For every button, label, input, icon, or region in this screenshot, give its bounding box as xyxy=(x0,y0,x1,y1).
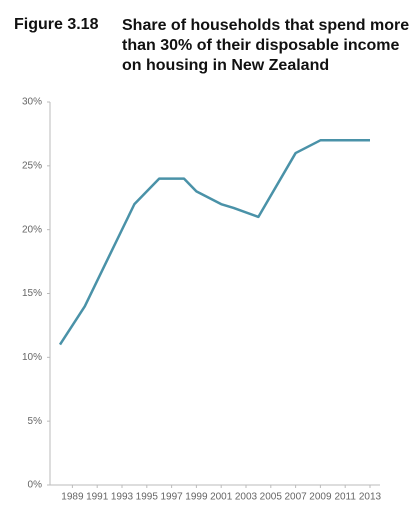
data-line xyxy=(58,139,370,346)
x-tick-label: 2005 xyxy=(260,492,283,503)
chart-title: Share of households that spend more than… xyxy=(122,17,410,74)
x-tick-label: 2009 xyxy=(309,492,332,503)
x-tick-label: 1993 xyxy=(111,492,134,503)
figure-label: Figure 3.18 xyxy=(14,16,99,33)
y-tick-label: 10% xyxy=(22,352,42,363)
y-tick-label: 15% xyxy=(22,288,42,299)
y-tick-label: 5% xyxy=(28,416,43,427)
x-tick-label: 2011 xyxy=(334,492,356,503)
y-tick-label: 30% xyxy=(22,97,42,108)
y-tick-label: 20% xyxy=(22,224,42,235)
y-tick-label: 0% xyxy=(28,480,43,491)
y-tick-label: 25% xyxy=(22,160,42,171)
x-tick-label: 2007 xyxy=(284,492,307,503)
x-tick-label: 1999 xyxy=(185,492,208,503)
x-tick-label: 1997 xyxy=(160,492,183,503)
x-tick-label: 1989 xyxy=(61,492,84,503)
x-tick-label: 2013 xyxy=(359,492,382,503)
x-tick-label: 1991 xyxy=(86,492,109,503)
x-tick-label: 1995 xyxy=(136,492,159,503)
x-tick-label: 2003 xyxy=(235,492,258,503)
x-tick-label: 2001 xyxy=(210,492,233,503)
